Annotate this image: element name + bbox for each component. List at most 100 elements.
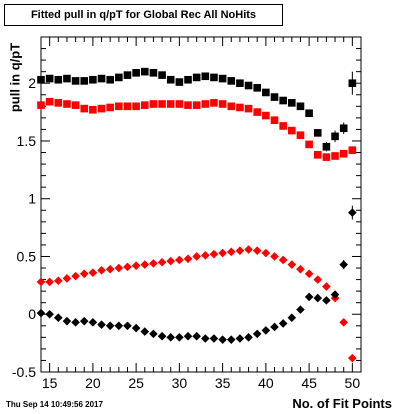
data-point [348,79,357,88]
y-tick-label: 2 [28,75,36,91]
data-point [210,99,218,107]
data-point [71,77,80,85]
y-tick-label: 0.5 [17,248,37,264]
data-point [209,249,219,259]
data-point [227,102,236,111]
data-point [339,149,348,158]
data-point [97,320,106,329]
y-tick-label: 0 [28,306,36,322]
chart-title: Fitted pull in q/pT for Global Rec All N… [4,4,283,26]
data-point [149,100,158,108]
data-point [80,77,89,85]
series-1 [37,67,357,152]
data-point [322,296,331,305]
data-point [262,111,270,120]
data-point [244,81,253,90]
data-point [201,100,210,108]
data-point [296,102,305,111]
x-axis-label: No. of Fit Points [292,396,392,411]
data-point [131,261,141,271]
data-point [278,319,288,328]
chart-marks [36,67,357,363]
data-point [192,331,201,341]
data-point [331,152,339,160]
data-point [244,245,253,254]
data-point [278,255,288,265]
data-point [115,73,123,82]
data-point [140,67,149,76]
data-point [201,72,210,81]
data-point [97,74,106,83]
data-point [45,309,54,319]
data-point [296,264,305,274]
data-point [36,277,46,287]
data-point [244,333,253,342]
data-point [149,329,158,339]
data-point [192,73,201,82]
data-point [175,255,184,265]
data-point [63,100,71,108]
data-point [140,101,149,109]
data-point [313,151,322,159]
data-point [45,97,54,106]
data-point [71,318,80,327]
data-point [313,129,322,137]
data-point [132,102,140,111]
data-point [322,153,331,161]
data-point [201,251,210,260]
data-point [296,305,305,314]
data-point [166,256,176,266]
data-point [36,308,46,318]
data-point [270,116,279,124]
data-point [80,104,89,113]
x-tick-label: 50 [345,375,361,391]
data-point [63,74,71,83]
data-point [62,316,72,326]
data-point [114,263,124,273]
data-point [339,124,348,133]
series-3 [36,245,357,363]
data-point [157,331,167,341]
series-4 [36,205,357,344]
data-point [54,99,63,107]
data-point [348,146,357,155]
data-point [339,260,349,269]
data-point [252,246,262,256]
data-point [123,321,132,331]
data-point [97,104,106,113]
data-point [322,142,331,151]
data-point [253,84,262,92]
x-tick-label: 20 [85,375,101,391]
data-point [218,248,227,258]
y-axis-label: pull in q/pT [7,42,23,113]
data-point [201,334,210,343]
data-point [105,264,115,274]
data-point [149,69,158,77]
data-point [287,260,297,269]
data-point [279,96,287,105]
data-point [305,109,313,118]
data-point [166,75,175,84]
x-tick-label: 30 [172,375,188,391]
data-point [288,99,296,107]
data-point [79,316,89,326]
data-point [270,252,279,261]
data-point [45,74,54,83]
data-point [226,335,236,344]
data-point [287,313,297,323]
data-point [105,321,115,331]
data-point [53,276,63,286]
data-point [184,101,192,109]
timestamp: Thu Sep 14 10:49:56 2017 [6,400,103,409]
data-point [106,75,114,84]
data-point [88,268,98,277]
data-point [123,102,132,111]
data-point [37,75,45,84]
plot-frame [40,36,362,373]
data-point [192,101,201,109]
data-point [97,266,106,275]
data-point [253,108,262,116]
x-tick-label: 15 [42,375,58,391]
data-point [123,71,132,79]
